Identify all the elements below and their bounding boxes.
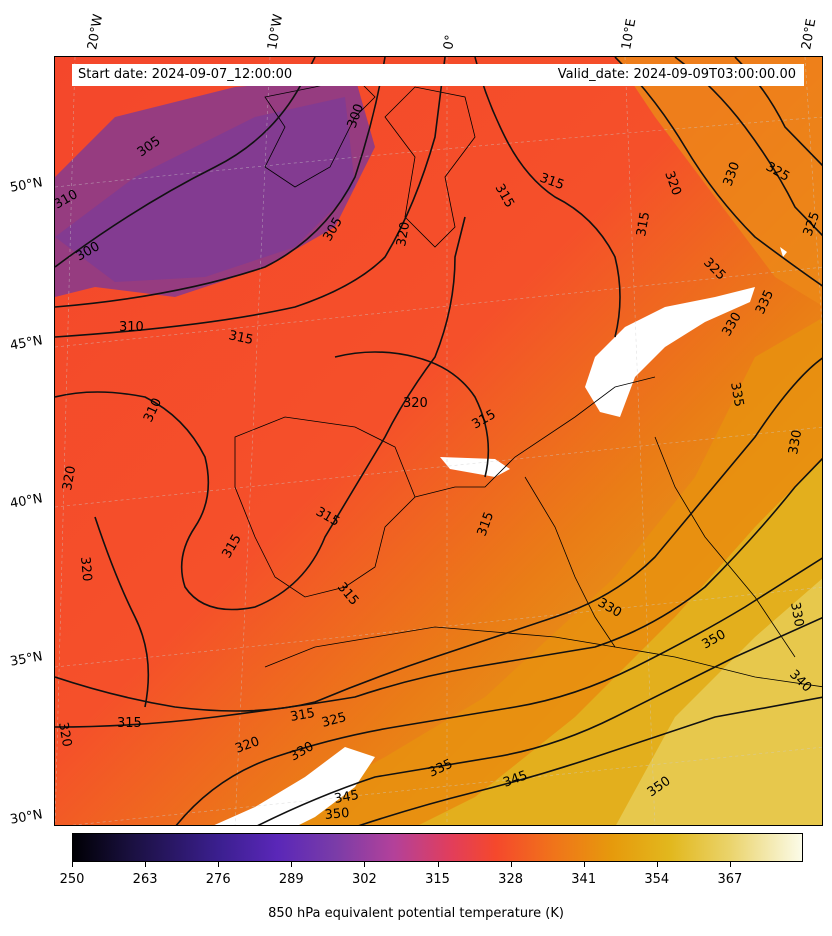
contour-label: 330: [786, 429, 805, 456]
colorbar-tick-label: 289: [278, 872, 304, 887]
contour-label: 350: [324, 806, 350, 823]
contour-label: 320: [55, 721, 74, 748]
colorbar-tick-label: 315: [425, 872, 450, 887]
contour-label: 320: [394, 221, 413, 248]
colorbar-tickmark: [583, 862, 585, 867]
lon-label-20e: 20°E: [799, 17, 820, 52]
contour-label: 325: [801, 210, 823, 238]
contour-lines: [55, 57, 822, 825]
colorbar-tick-label: 367: [717, 872, 743, 887]
colorbar-tickmark: [218, 862, 220, 867]
colorbar-tickmark: [510, 862, 512, 867]
colorbar-tickmark: [72, 862, 73, 867]
colorbar-tick-label: 263: [132, 872, 158, 887]
contour-label: 320: [77, 556, 94, 582]
lat-label-40n: 40°N: [8, 491, 44, 512]
contour-label: 315: [227, 328, 254, 348]
lon-label-0: 0°: [441, 33, 459, 51]
contour-label: 320: [60, 465, 79, 492]
lon-label-10e: 10°E: [619, 17, 640, 52]
colorbar-tickmark: [291, 862, 293, 867]
theta-e-field: 305 310 300 300 305 310 315 310 320 320 …: [55, 57, 823, 825]
lon-label-20w: 20°W: [85, 13, 107, 52]
lat-label-50n: 50°N: [8, 175, 44, 196]
contour-label: 315: [117, 716, 142, 731]
lat-label-35n: 35°N: [8, 649, 44, 670]
colorbar-label: 850 hPa equivalent potential temperature…: [268, 906, 564, 921]
contour-label-group: 305 310 300 300 305 310 315 310 320 320 …: [55, 102, 823, 823]
colorbar-tick-label: 276: [205, 872, 231, 887]
map-panel[interactable]: 305 310 300 300 305 310 315 310 320 320 …: [54, 56, 823, 826]
valid-date-label: Valid_date: 2024-09-09T03:00:00.00: [557, 67, 796, 82]
colorbar-tick-label: 354: [644, 872, 670, 887]
contour-label: 315: [289, 706, 316, 725]
colorbar-tickmark: [145, 862, 147, 867]
missing-data-patch: [585, 287, 755, 417]
contour-label: 315: [634, 211, 653, 238]
colorbar: [72, 833, 803, 862]
date-header: Start date: 2024-09-07_12:00:00 Valid_da…: [72, 64, 804, 86]
lat-label-45n: 45°N: [8, 333, 44, 354]
colorbar-tickmark: [656, 862, 658, 867]
colorbar-tick-label: 302: [351, 872, 377, 887]
colorbar-tickmark: [364, 862, 366, 867]
contour-label: 335: [727, 381, 746, 408]
colorbar-tick-label: 328: [498, 872, 524, 887]
colorbar-tick-label: 341: [571, 872, 597, 887]
contour-label: 320: [403, 396, 428, 411]
colorbar-tickmark: [729, 862, 731, 867]
lat-label-30n: 30°N: [8, 807, 44, 828]
contour-label: 310: [119, 320, 144, 335]
colorbar-tick-label: 250: [59, 872, 85, 887]
contour-label: 325: [320, 710, 348, 731]
start-date-label: Start date: 2024-09-07_12:00:00: [78, 67, 293, 82]
contour-label: 330: [787, 601, 806, 628]
contour-label: 345: [333, 788, 360, 807]
colorbar-tickmark: [437, 862, 439, 867]
lon-label-10w: 10°W: [265, 13, 287, 52]
